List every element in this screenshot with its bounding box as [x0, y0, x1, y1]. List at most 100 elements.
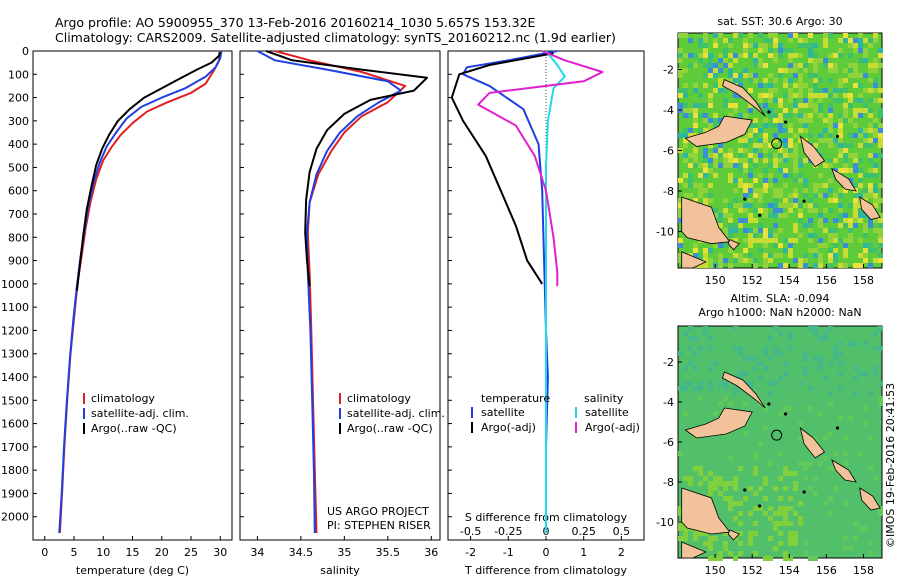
map-cell [853, 376, 858, 381]
top-x-tick-label: 0.5 [613, 525, 631, 538]
map-cell [868, 113, 873, 118]
map-cell [733, 108, 738, 113]
map-cell [793, 481, 798, 486]
map-cell [713, 158, 718, 163]
map-cell [693, 386, 698, 391]
map-cell [843, 188, 848, 193]
map-cell [823, 501, 828, 506]
map-cell [853, 223, 858, 228]
map-cell [853, 391, 858, 396]
map-cell [743, 113, 748, 118]
map-cell [858, 113, 863, 118]
map-cell [753, 58, 758, 63]
map-cell [818, 58, 823, 63]
map-cell [858, 38, 863, 43]
map-cell [738, 346, 743, 351]
map-cell [688, 133, 693, 138]
map-cell [838, 188, 843, 193]
map-cell [848, 341, 853, 346]
y-tick-label: 800 [8, 231, 29, 244]
x-tick-label: 35 [337, 546, 351, 559]
map-cell [813, 43, 818, 48]
map-cell [813, 143, 818, 148]
map-cell [693, 531, 698, 536]
map-x-tick-label: 156 [816, 564, 837, 577]
y-tick-label: 1700 [1, 441, 29, 454]
map-cell [743, 38, 748, 43]
map-cell [783, 406, 788, 411]
map-cell [838, 143, 843, 148]
map-cell [778, 68, 783, 73]
map-cell [823, 218, 828, 223]
land-mass [681, 251, 707, 269]
map-cell [738, 351, 743, 356]
map-cell [848, 98, 853, 103]
map-cell [823, 118, 828, 123]
map-cell [808, 98, 813, 103]
island [835, 426, 840, 430]
map-cell [873, 153, 878, 158]
map-cell [733, 516, 738, 521]
map-cell [783, 466, 788, 471]
map-cell [753, 491, 758, 496]
map-cell [678, 68, 683, 73]
map-cell [778, 193, 783, 198]
y-tick-label: 1600 [1, 418, 29, 431]
map-cell [678, 351, 683, 356]
map-cell [698, 128, 703, 133]
map-cell [768, 356, 773, 361]
map-cell [693, 253, 698, 258]
map-cell [828, 78, 833, 83]
map-cell [848, 143, 853, 148]
map-cell [728, 263, 733, 268]
map-cell [768, 173, 773, 178]
map-cell [843, 113, 848, 118]
map-cell [723, 481, 728, 486]
map-cell [868, 193, 873, 198]
map-cell [848, 153, 853, 158]
map-cell [753, 208, 758, 213]
map-cell [778, 376, 783, 381]
map-cell [868, 43, 873, 48]
map-cell [828, 108, 833, 113]
map-cell [768, 233, 773, 238]
map-cell [778, 203, 783, 208]
map-y-tick-label: -8 [663, 476, 674, 489]
map-cell [798, 258, 803, 263]
map-cell [878, 138, 883, 143]
map-cell [723, 486, 728, 491]
map-cell [798, 53, 803, 58]
map-cell [863, 213, 868, 218]
map-cell [718, 556, 723, 561]
map-cell [823, 138, 828, 143]
map-cell [683, 386, 688, 391]
map-cell [788, 38, 793, 43]
map-y-tick-label: -4 [663, 396, 674, 409]
map-cell [828, 163, 833, 168]
map-cell [768, 381, 773, 386]
map-cell [803, 551, 808, 556]
x-tick-label: 34.5 [289, 546, 314, 559]
map-cell [783, 511, 788, 516]
map-cell [778, 531, 783, 536]
map-cell [738, 253, 743, 258]
argo-location-marker [771, 429, 783, 441]
map-cell [723, 163, 728, 168]
map-cell [853, 168, 858, 173]
map-cell [728, 158, 733, 163]
map-cell [863, 223, 868, 228]
map-cell [863, 228, 868, 233]
map-cell [803, 263, 808, 268]
map-cell [743, 68, 748, 73]
map-cell [738, 541, 743, 546]
map-cell [763, 243, 768, 248]
map-y-tick-label: -2 [663, 63, 674, 76]
map-cell [783, 248, 788, 253]
map-cell [863, 48, 868, 53]
map-cell [838, 78, 843, 83]
map-cell [828, 178, 833, 183]
map-cell [718, 263, 723, 268]
map-cell [788, 541, 793, 546]
map-cell [698, 103, 703, 108]
map-cell [728, 73, 733, 78]
